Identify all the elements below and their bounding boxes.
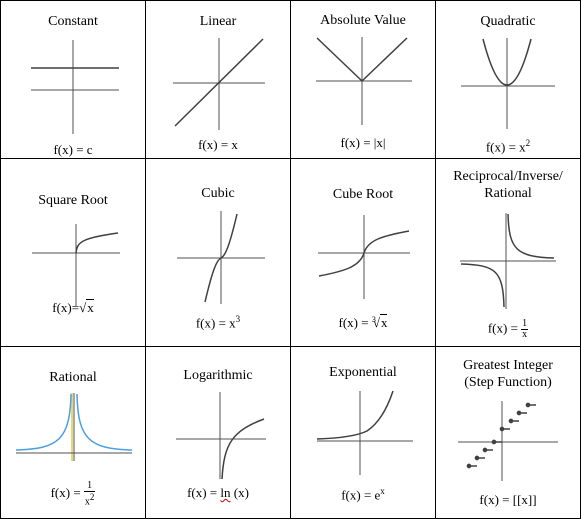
- logarithmic-curve: [221, 418, 265, 480]
- absolute-value-graph: [316, 37, 412, 125]
- cell-formula: f(x) = x: [198, 137, 238, 152]
- cell-logarithmic: Logarithmic f(x) = ln (x): [146, 347, 291, 518]
- reciprocal-curve-positive: [507, 213, 555, 259]
- cell-formula: f(x) = ex: [341, 486, 385, 503]
- cube-root-graph: [318, 215, 410, 299]
- cell-formula: f(x) = c: [53, 142, 93, 157]
- axes: [460, 213, 556, 309]
- axes: [461, 38, 555, 129]
- cell-title: Cubic: [201, 186, 235, 201]
- cell-title: Logarithmic: [183, 368, 253, 383]
- cell-formula: f(x) = |x|: [340, 135, 386, 150]
- reciprocal-curve-negative: [460, 263, 505, 308]
- cell-quadratic: Quadratic f(x) = x2: [436, 1, 580, 159]
- cell-linear: Linear f(x) = x: [146, 1, 291, 159]
- rational-curve-left: [15, 393, 72, 451]
- cell-formula: f(x) = x3: [195, 314, 241, 331]
- cell-cubic: Cubic f(x) = x3: [146, 159, 291, 347]
- absolute-value-curve: [316, 37, 408, 83]
- cell-title: Constant: [48, 14, 98, 29]
- exponential-graph: [316, 390, 413, 475]
- cell-title: Reciprocal/Inverse/ Rational: [453, 169, 563, 201]
- cell-exponential: Exponential f(x) = ex: [291, 347, 436, 518]
- exponential-curve: [316, 390, 394, 440]
- cell-title: Greatest Integer (Step Function): [463, 358, 553, 390]
- cell-formula: f(x) = 3√x: [338, 314, 388, 330]
- cell-title: Absolute Value: [320, 13, 406, 28]
- logarithmic-graph: [176, 392, 266, 480]
- linear-curve: [174, 38, 264, 127]
- axes: [458, 401, 558, 481]
- reciprocal-graph: [460, 213, 556, 309]
- cell-formula: f(x) = x2: [485, 138, 531, 155]
- step-segments: [466, 402, 536, 469]
- cell-title: Square Root: [38, 193, 108, 208]
- axes: [32, 224, 120, 306]
- cell-absolute-value: Absolute Value f(x) = |x|: [291, 1, 436, 159]
- cell-title: Linear: [199, 14, 237, 29]
- cubic-graph: [177, 211, 265, 304]
- constant-graph: [31, 40, 119, 134]
- cell-title: Quadratic: [480, 14, 536, 29]
- quadratic-curve: [482, 38, 532, 86]
- cell-formula: f(x) = ln (x): [187, 485, 249, 500]
- rational-graph: [15, 393, 133, 461]
- cell-formula: f(x) = 1 x2: [50, 480, 96, 508]
- cube-root-curve: [318, 230, 410, 277]
- square-root-graph: [32, 224, 120, 306]
- quadratic-graph: [461, 38, 555, 129]
- linear-graph: [173, 38, 265, 130]
- cell-greatest-integer: Greatest Integer (Step Function) f(x) = …: [436, 347, 580, 518]
- cell-square-root: Square Root f(x)=√x: [1, 159, 146, 347]
- axes: [318, 215, 410, 299]
- cell-formula: f(x)=√x: [52, 299, 94, 315]
- cell-title: Exponential: [329, 365, 397, 380]
- cell-title: Rational: [49, 370, 97, 385]
- cell-title: Cube Root: [332, 187, 394, 202]
- axes: [317, 391, 413, 475]
- axes: [31, 40, 119, 134]
- rational-curve-right: [76, 393, 133, 451]
- cubic-curve: [204, 213, 238, 303]
- square-root-curve: [75, 232, 119, 254]
- cell-rational: Rational f(x) = 1 x2: [1, 347, 146, 518]
- axes: [173, 38, 265, 130]
- step-graph: [458, 401, 558, 481]
- cell-formula: f(x) = [[x]]: [479, 492, 537, 507]
- axes: [16, 393, 132, 461]
- cell-constant: Constant f(x) = c: [1, 1, 146, 159]
- axes: [176, 392, 266, 479]
- cell-cube-root: Cube Root f(x) = 3√x: [291, 159, 436, 347]
